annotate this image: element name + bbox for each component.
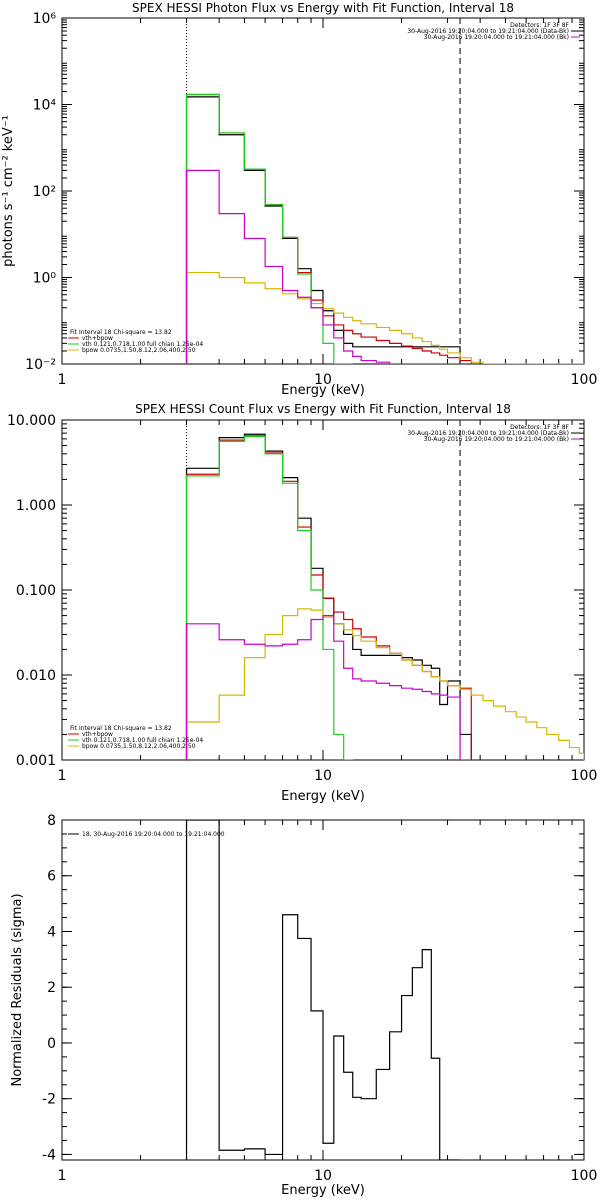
y-tick-label: 2 [47,980,56,996]
x-tick-label: 1 [58,768,67,784]
series-vth-bpow [185,435,472,760]
panel-count_flux: SPEX HESSI Count Flux vs Energy with Fit… [7,402,597,804]
legend-right-entry: Detectors: 1F 3F 8F [510,424,569,431]
series-data [185,96,472,364]
chart-title: SPEX HESSI Count Flux vs Energy with Fit… [135,402,511,416]
y-tick-label: 10⁰ [33,271,57,287]
legend-right-entry: 30-Aug-2016 19:20:04.000 to 19:21:04.000… [407,430,569,437]
legend-left-entry: vth+bpow [82,335,113,342]
series-bpow [185,608,584,760]
y-tick-label: 0 [47,1036,56,1052]
x-tick-label: 1 [58,372,67,388]
x-tick-label: 100 [571,372,598,388]
panel-photon_flux: SPEX HESSI Photon Flux vs Energy with Fi… [1,1,597,398]
legend-left-entry: vth 0.121,0.718,1.00 full chian 1.25e-04 [82,341,203,348]
x-tick-label: 100 [571,768,598,784]
legend-left-entry: Fit Interval 18 Chi-square = 13.82 [70,329,172,336]
legend-left-entry: 18, 30-Aug-2016 19:20:04.000 to 19:21:04… [82,831,225,838]
x-tick-label: 100 [571,1168,598,1184]
legend-left-entry: Fit Interval 18 Chi-square = 13.82 [70,725,172,732]
y-tick-label: 8 [47,813,56,829]
y-tick-label: 10⁻² [25,357,56,373]
x-axis-label: Energy (keV) [281,1183,365,1198]
y-tick-label: 6 [47,869,56,885]
y-tick-label: 0.100 [16,583,56,599]
chart-title: SPEX HESSI Photon Flux vs Energy with Fi… [132,1,514,15]
legend-left-entry: vth+bpow [82,731,113,738]
legend-right-entry: Detectors: 1F 3F 8F [510,22,569,29]
x-axis-label: Energy (keV) [281,789,365,804]
series-vth [185,93,353,364]
x-tick-label: 1 [58,1168,67,1184]
series-residuals [185,820,461,1160]
panel-residuals: Energy (keV) Normalized Residuals (sigma)… [10,813,597,1198]
legend-left-entry: vth 0.121,0.718,1.00 full chian 1.25e-04 [82,737,203,744]
y-tick-label: 10⁴ [33,98,57,114]
series-data [185,433,472,760]
y-tick-label: 10² [33,184,56,200]
legend-right-entry: 30-Aug-2016 19:20:04.000 to 19:21:04.000… [424,34,569,41]
y-tick-label: 4 [47,924,56,940]
series-group [185,433,584,760]
legend-right-entry: 30-Aug-2016 19:20:04.000 to 19:21:04.000… [424,436,569,443]
y-tick-label: 0.001 [16,753,56,769]
y-tick-label: -4 [42,1147,56,1163]
y-tick-label: 0.010 [16,668,56,684]
x-tick-label: 10 [314,372,332,388]
y-tick-label: 10⁶ [33,11,57,27]
y-tick-label: -2 [42,1092,56,1108]
x-tick-label: 10 [314,1168,332,1184]
y-tick-label: 10.000 [7,413,56,429]
y-axis-label: Normalized Residuals (sigma) [10,893,25,1086]
series-background [185,614,472,760]
series-group [185,820,461,1160]
x-axis-label: Energy (keV) [281,383,365,398]
y-tick-label: 1.000 [16,498,56,514]
x-tick-label: 10 [314,768,332,784]
y-axis-label: photons s⁻¹ cm⁻² keV⁻¹ [1,115,16,267]
series-background [185,169,472,364]
series-vth [185,435,353,760]
series-group [185,93,584,364]
series-bpow [185,271,584,364]
legend-left-entry: bpow 0.0735,1.50,8.12,2.06,400,2.50 [82,347,196,354]
legend-left-entry: bpow 0.0735,1.50,8.12,2.06,400,2.50 [82,743,196,750]
legend-right-entry: 30-Aug-2016 19:20:04.000 to 19:21:04.000… [407,28,569,35]
